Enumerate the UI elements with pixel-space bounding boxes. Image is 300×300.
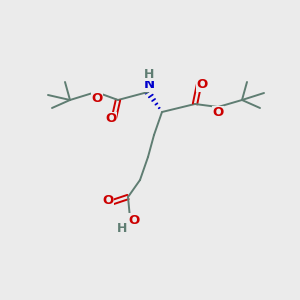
Text: O: O	[196, 79, 208, 92]
Text: O: O	[128, 214, 140, 226]
Text: O: O	[102, 194, 114, 206]
Text: O: O	[212, 106, 224, 119]
Text: H: H	[117, 221, 127, 235]
Text: O: O	[105, 112, 117, 125]
Text: H: H	[144, 68, 154, 80]
Text: O: O	[92, 92, 103, 104]
Text: N: N	[143, 79, 155, 92]
